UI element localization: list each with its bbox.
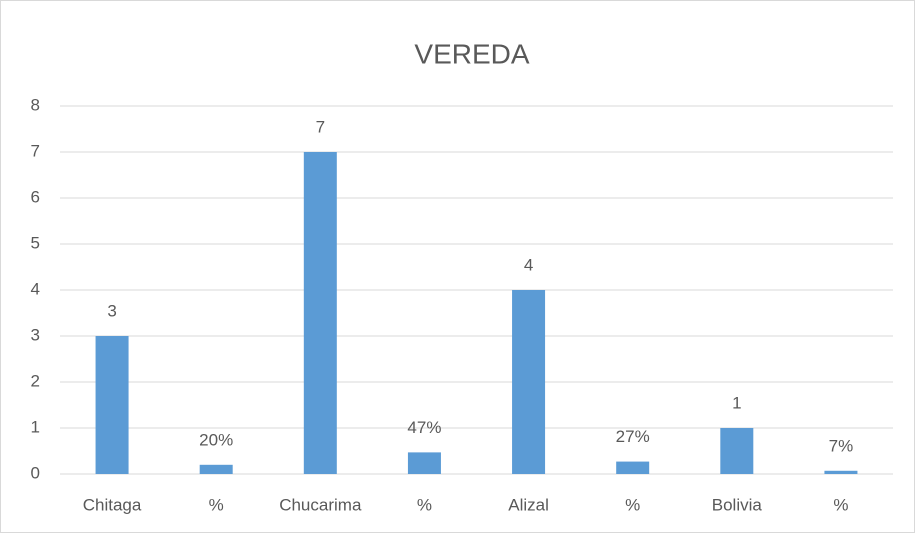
x-tick-label: Bolivia bbox=[712, 495, 763, 514]
y-tick-label: 8 bbox=[31, 95, 40, 114]
bar bbox=[303, 152, 337, 474]
y-tick-label: 4 bbox=[31, 279, 40, 298]
x-tick-label: % bbox=[833, 495, 848, 514]
x-tick-label: % bbox=[625, 495, 640, 514]
y-tick-label: 5 bbox=[31, 233, 40, 252]
y-tick-label: 1 bbox=[31, 417, 40, 436]
bar bbox=[824, 470, 858, 474]
bar bbox=[95, 336, 129, 474]
y-tick-label: 6 bbox=[31, 187, 40, 206]
x-tick-label: % bbox=[417, 495, 432, 514]
bar bbox=[720, 428, 754, 474]
data-label: 20% bbox=[199, 430, 233, 449]
data-label: 4 bbox=[524, 255, 533, 274]
x-tick-label: Chitaga bbox=[83, 495, 142, 514]
data-label: 7 bbox=[316, 117, 325, 136]
data-label: 7% bbox=[829, 436, 854, 455]
data-label: 3 bbox=[107, 301, 116, 320]
x-tick-label: Chucarima bbox=[279, 495, 362, 514]
y-tick-label: 7 bbox=[31, 141, 40, 160]
bar bbox=[616, 461, 650, 474]
bar bbox=[512, 290, 546, 474]
bar bbox=[199, 464, 233, 474]
y-tick-label: 2 bbox=[31, 371, 40, 390]
x-tick-label: % bbox=[209, 495, 224, 514]
data-label: 1 bbox=[732, 393, 741, 412]
data-label: 27% bbox=[616, 427, 650, 446]
data-label: 47% bbox=[407, 418, 441, 437]
chart-title: VEREDA bbox=[414, 38, 529, 69]
x-tick-label: Alizal bbox=[508, 495, 549, 514]
y-tick-label: 0 bbox=[31, 463, 40, 482]
bar bbox=[407, 452, 441, 474]
y-tick-label: 3 bbox=[31, 325, 40, 344]
